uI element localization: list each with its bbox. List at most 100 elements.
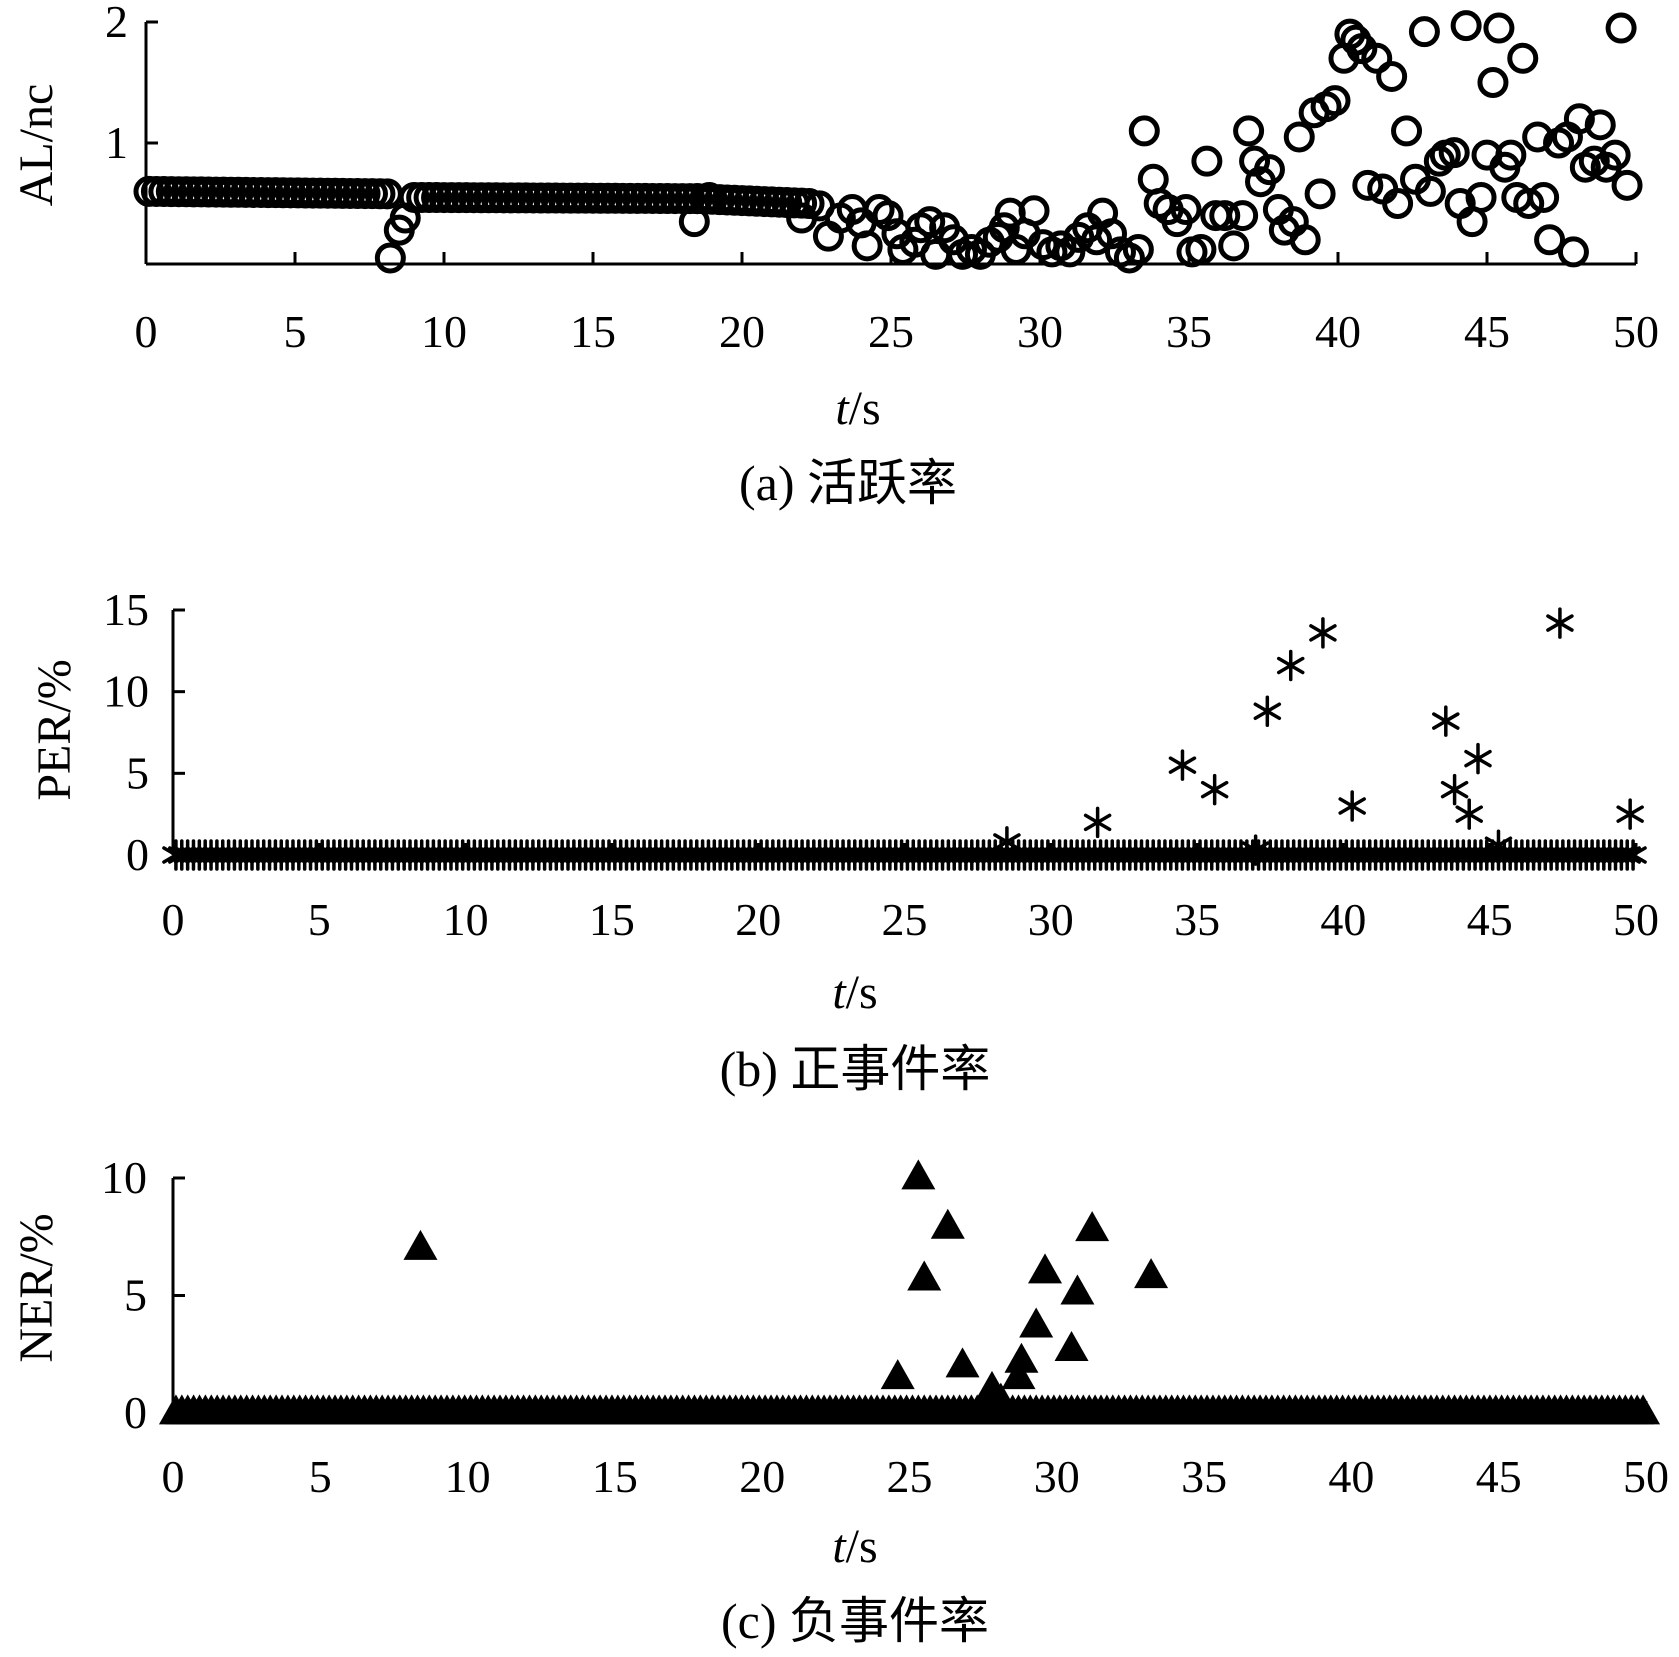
circle-point xyxy=(1096,218,1128,250)
x-tick-label: 5 xyxy=(308,894,331,945)
asterisk-point xyxy=(1432,705,1460,737)
data-markers xyxy=(158,1159,1661,1425)
circle-point xyxy=(1227,200,1259,232)
circle-point xyxy=(693,181,725,213)
circle-point xyxy=(1218,230,1250,262)
triangle-point xyxy=(983,1382,1018,1413)
x-tick-label: 10 xyxy=(443,894,489,945)
x-axis-label: t/s xyxy=(835,382,880,435)
x-axis-label: t/s xyxy=(832,966,877,1019)
asterisk-point xyxy=(1619,839,1647,871)
circle-point xyxy=(1522,121,1554,153)
circle-point xyxy=(1361,42,1393,74)
asterisk-point xyxy=(1455,798,1483,830)
x-tick-label: 30 xyxy=(1034,1451,1080,1502)
circle-point xyxy=(1584,109,1616,141)
x-tick-label: 10 xyxy=(445,1451,491,1502)
circle-point xyxy=(1507,42,1539,74)
asterisk-point xyxy=(993,826,1021,858)
x-tick-label: 30 xyxy=(1028,894,1074,945)
y-tick-label: 2 xyxy=(105,0,128,47)
circle-point xyxy=(1563,103,1595,135)
triangle-point xyxy=(880,1359,915,1390)
triangle-point xyxy=(945,1347,980,1378)
y-axis-label: PER/% xyxy=(28,659,81,800)
triangle-point xyxy=(1028,1253,1063,1284)
panel-activity-rate: 0 5 10 15 20 25 30 35 40 45 50 1 2 AL/nc t/s (a) 活跃率 xyxy=(10,0,1659,511)
circle-point xyxy=(1408,16,1440,48)
triangle-point xyxy=(1134,1258,1169,1289)
circle-point xyxy=(1423,145,1455,177)
circle-point xyxy=(1122,233,1154,265)
x-tick-label: 10 xyxy=(421,306,467,357)
x-axis-unit: /s xyxy=(846,966,878,1019)
y-tick-label: 1 xyxy=(105,117,128,168)
tick-labels: 0 5 10 15 20 25 30 35 40 45 50 1 2 xyxy=(105,0,1659,357)
x-axis-label: t/s xyxy=(832,1520,877,1573)
circle-point xyxy=(1465,181,1497,213)
x-axis-variable: t xyxy=(832,966,847,1019)
asterisk-point xyxy=(1440,773,1469,806)
x-tick-label: 0 xyxy=(162,1451,185,1502)
circle-point xyxy=(1528,181,1560,213)
circle-point xyxy=(1534,224,1566,256)
triangle-point xyxy=(1075,1211,1110,1242)
circle-point xyxy=(914,206,946,238)
x-tick-label: 5 xyxy=(309,1451,332,1502)
asterisk-point xyxy=(1241,834,1270,866)
x-tick-label: 25 xyxy=(882,894,928,945)
x-tick-label: 40 xyxy=(1328,1451,1374,1502)
x-tick-label: 25 xyxy=(887,1451,933,1502)
x-tick-label: 0 xyxy=(162,894,185,945)
triangle-point xyxy=(403,1229,438,1260)
circle-point xyxy=(1495,139,1527,171)
circle-point xyxy=(1391,115,1423,147)
circle-point xyxy=(1483,12,1515,44)
asterisk-point xyxy=(1309,617,1337,649)
x-axis-unit: /s xyxy=(846,1520,878,1573)
asterisk-point xyxy=(1083,806,1112,839)
x-tick-label: 25 xyxy=(868,306,914,357)
circle-point xyxy=(1253,154,1285,186)
circle-point xyxy=(1170,194,1202,226)
asterisk-point xyxy=(1253,695,1282,728)
data-markers xyxy=(162,607,1647,871)
circle-point xyxy=(1283,121,1315,153)
circle-point xyxy=(1191,145,1223,177)
triangle-point xyxy=(1001,1359,1036,1390)
x-tick-label: 35 xyxy=(1166,306,1212,357)
circle-point xyxy=(1599,139,1631,171)
circle-point xyxy=(1233,115,1265,147)
x-tick-label: 35 xyxy=(1181,1451,1227,1502)
asterisk-point xyxy=(1546,607,1574,639)
circle-point xyxy=(1113,242,1145,274)
panel-caption: (a) 活跃率 xyxy=(739,455,957,511)
x-tick-label: 50 xyxy=(1623,1451,1669,1502)
panel-negative-event-rate: 0 5 10 15 20 25 30 35 40 45 50 0 5 10 NER/% t/s (c) 负… xyxy=(10,1152,1669,1649)
axes-lines xyxy=(144,20,1638,266)
circle-point xyxy=(1376,60,1408,92)
asterisk-point xyxy=(1338,790,1366,822)
circle-point xyxy=(1063,221,1095,253)
x-tick-label: 5 xyxy=(284,306,307,357)
circle-point xyxy=(1438,137,1470,169)
x-tick-label: 50 xyxy=(1613,306,1659,357)
x-tick-label: 20 xyxy=(739,1451,785,1502)
asterisk-point xyxy=(1276,649,1305,682)
x-tick-label: 45 xyxy=(1467,894,1513,945)
circle-point xyxy=(389,202,421,234)
tick-labels: 0 5 10 15 20 25 30 35 40 45 50 0 5 10 xyxy=(101,1152,1669,1502)
circle-point xyxy=(1304,178,1336,210)
x-axis-variable: t xyxy=(832,1520,847,1573)
asterisk-point xyxy=(1168,749,1197,781)
circle-point xyxy=(1382,188,1414,219)
y-axis-label: AL/nc xyxy=(10,84,63,207)
x-tick-label: 20 xyxy=(735,894,781,945)
asterisk-point xyxy=(1607,839,1636,871)
panel-positive-event-rate: 0 5 10 15 20 25 30 35 40 45 50 0 5 10 15 PER/% t/s (b)… xyxy=(28,584,1659,1097)
circle-point xyxy=(1319,85,1351,117)
circle-point xyxy=(1557,236,1589,268)
triangle-point xyxy=(1054,1330,1089,1361)
circle-point xyxy=(1477,67,1509,98)
